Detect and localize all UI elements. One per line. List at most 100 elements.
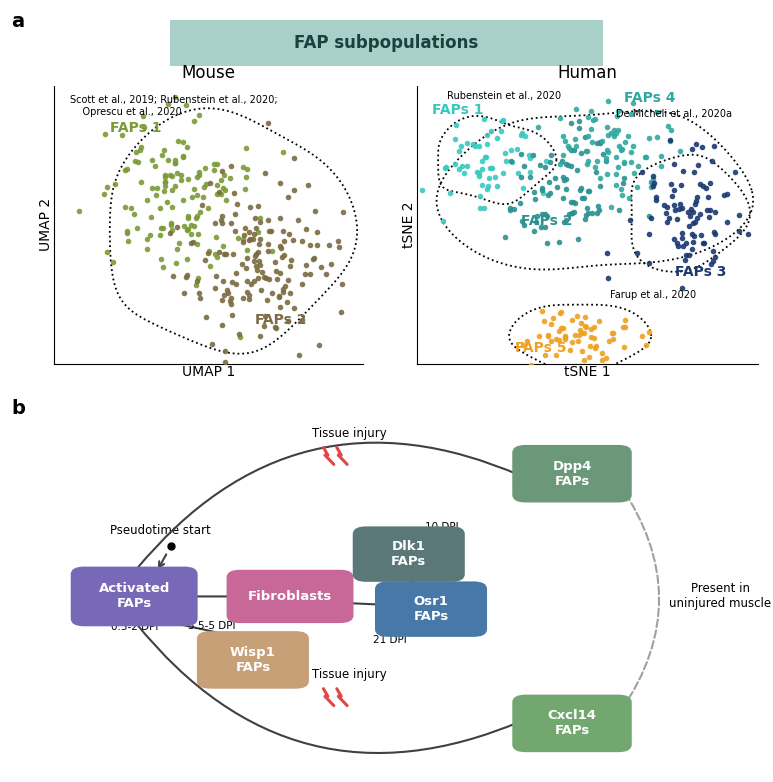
Point: [596, 347, 608, 360]
Point: [689, 198, 701, 210]
Point: [617, 177, 629, 189]
Point: [204, 177, 216, 189]
Point: [591, 137, 603, 149]
Point: [558, 174, 570, 186]
Point: [549, 171, 561, 184]
Point: [647, 170, 659, 182]
Point: [266, 245, 278, 257]
Point: [631, 247, 643, 260]
Point: [141, 242, 154, 255]
Point: [192, 166, 205, 178]
Point: [643, 228, 656, 240]
Point: [166, 224, 179, 236]
Point: [307, 253, 319, 265]
X-axis label: tSNE 1: tSNE 1: [564, 365, 611, 379]
Point: [601, 128, 614, 141]
Point: [585, 331, 598, 343]
Point: [131, 156, 144, 168]
Point: [215, 188, 227, 200]
Point: [708, 226, 720, 239]
Text: Farup et al., 2020: Farup et al., 2020: [610, 289, 696, 300]
Point: [692, 159, 704, 171]
Point: [566, 314, 578, 327]
Point: [557, 171, 569, 184]
Point: [594, 135, 606, 148]
Point: [216, 294, 228, 307]
Point: [301, 178, 314, 191]
Point: [258, 271, 271, 283]
Point: [601, 152, 613, 164]
Point: [589, 160, 601, 173]
Point: [481, 128, 493, 141]
Point: [121, 225, 133, 238]
Point: [589, 361, 601, 374]
Point: [277, 286, 289, 299]
Point: [665, 178, 677, 190]
Text: FAPs 1: FAPs 1: [110, 121, 162, 135]
Point: [121, 163, 134, 175]
Point: [589, 342, 601, 354]
Point: [697, 237, 710, 249]
Point: [571, 335, 584, 347]
Point: [162, 154, 175, 167]
Point: [539, 221, 551, 234]
Point: [169, 154, 181, 167]
Point: [229, 225, 241, 238]
Point: [438, 215, 450, 228]
Point: [613, 203, 625, 216]
Point: [536, 208, 549, 221]
Point: [580, 144, 592, 156]
Point: [553, 325, 565, 337]
Point: [482, 180, 494, 192]
Point: [505, 155, 517, 167]
Point: [215, 174, 227, 187]
Point: [229, 208, 241, 221]
Point: [601, 120, 613, 133]
Point: [521, 335, 533, 347]
Point: [253, 239, 265, 251]
Point: [610, 150, 622, 163]
Point: [581, 130, 594, 142]
Point: [591, 206, 604, 219]
Point: [574, 323, 586, 335]
Point: [209, 282, 221, 295]
FancyBboxPatch shape: [197, 631, 309, 689]
Point: [600, 155, 612, 167]
Text: Tissue injury: Tissue injury: [312, 669, 386, 681]
Point: [155, 221, 168, 234]
Point: [668, 232, 680, 245]
X-axis label: UMAP 1: UMAP 1: [182, 365, 235, 379]
Point: [553, 158, 566, 170]
Point: [243, 226, 255, 239]
Point: [188, 221, 200, 233]
Text: De Micheli et al., 2020a: De Micheli et al., 2020a: [615, 109, 731, 119]
Point: [308, 252, 321, 264]
Point: [478, 202, 490, 214]
Point: [274, 301, 287, 314]
Point: [250, 222, 262, 235]
Point: [570, 371, 582, 383]
Point: [592, 199, 604, 212]
Point: [567, 143, 580, 156]
Point: [606, 327, 618, 339]
Point: [216, 210, 228, 222]
Point: [650, 106, 662, 118]
Point: [655, 160, 667, 172]
Point: [284, 260, 296, 272]
Point: [543, 186, 556, 199]
Point: [270, 264, 282, 277]
Point: [141, 193, 154, 206]
Point: [296, 235, 308, 247]
Point: [573, 328, 585, 341]
Point: [496, 113, 509, 126]
Point: [557, 130, 569, 142]
Point: [281, 274, 294, 286]
Point: [550, 350, 562, 362]
Point: [274, 267, 286, 279]
Point: [576, 192, 588, 204]
Point: [560, 157, 573, 170]
Point: [517, 218, 530, 231]
Point: [676, 179, 688, 192]
Point: [236, 257, 248, 270]
Point: [482, 172, 495, 185]
